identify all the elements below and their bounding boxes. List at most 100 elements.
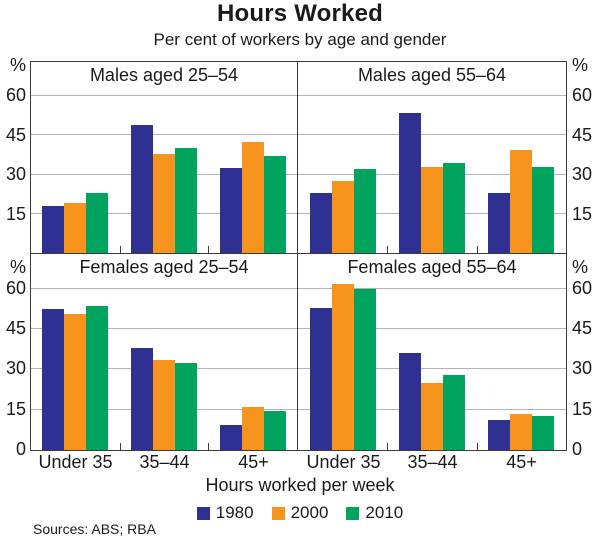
- panel-title: Males aged 25–54: [89, 65, 239, 85]
- y-tick-label: 60: [572, 85, 593, 106]
- bar-1980: [219, 424, 242, 450]
- bar-2000: [331, 283, 354, 450]
- bar-group-Under 35: [298, 254, 387, 450]
- legend-swatch: [346, 506, 360, 520]
- category-tick: [387, 246, 389, 253]
- category-tick: [208, 443, 210, 450]
- gridline-45: [298, 134, 566, 136]
- bar-group-35–44: [120, 254, 209, 450]
- bar-2000: [64, 314, 87, 450]
- category-tick: [119, 443, 121, 450]
- bar-2010: [442, 374, 465, 450]
- legend-item-2000: 2000: [271, 503, 329, 523]
- gridline-30: [298, 368, 566, 370]
- bar-2010: [86, 192, 109, 253]
- bar-2000: [510, 413, 533, 450]
- bar-1980: [488, 420, 511, 450]
- bar-2000: [153, 360, 175, 450]
- bar-2000: [420, 382, 443, 450]
- gridline-45: [31, 328, 297, 330]
- y-tick-label: 45: [572, 124, 593, 145]
- y-tick-label: %: [572, 257, 589, 277]
- bar-2010: [353, 169, 376, 253]
- bar-1980: [131, 347, 153, 450]
- y-tick-label: 30: [572, 164, 593, 185]
- y-tick-label: 45: [5, 124, 26, 145]
- bar-1980: [398, 113, 421, 253]
- bar-2010: [353, 288, 376, 450]
- y-tick-label: %: [9, 55, 26, 75]
- x-axis-title: Hours worked per week: [205, 475, 395, 495]
- legend-swatch: [271, 506, 285, 520]
- y-tick-label: 15: [5, 203, 26, 224]
- bar-2000: [241, 141, 264, 253]
- bar-2010: [263, 156, 286, 253]
- bar-group-45+: [208, 254, 297, 450]
- bar-2000: [420, 166, 443, 253]
- bar-1980: [309, 307, 332, 450]
- bar-2000: [331, 181, 354, 253]
- legend-label: 2010: [365, 503, 404, 522]
- category-tick: [476, 246, 478, 253]
- bar-1980: [309, 192, 332, 253]
- x-axis-label: 35–44: [139, 452, 190, 472]
- y-tick-label: %: [9, 257, 26, 277]
- gridline-45: [31, 134, 297, 136]
- bar-group-35–44: [387, 62, 476, 253]
- y-tick-label: 30: [5, 358, 26, 379]
- bar-group-45+: [477, 254, 566, 450]
- y-tick-label: %: [572, 55, 589, 75]
- bar-2000: [241, 407, 264, 450]
- bar-2010: [86, 306, 109, 450]
- x-axis-label: Under 35: [306, 452, 381, 472]
- bar-2010: [442, 162, 465, 253]
- legend-item-2010: 2010: [346, 503, 403, 523]
- sources-note: Sources: ABS; RBA: [33, 521, 156, 537]
- y-tick-label: 15: [572, 203, 593, 224]
- gridline-60: [31, 95, 297, 97]
- x-axis-label: 35–44: [407, 452, 458, 472]
- bar-group-45+: [208, 62, 297, 253]
- legend-label: 2000: [290, 503, 329, 522]
- category-tick: [387, 443, 389, 450]
- y-tick-label: 15: [572, 398, 593, 419]
- bar-groups: [298, 62, 566, 253]
- bar-group-35–44: [120, 62, 209, 253]
- legend-swatch: [196, 506, 210, 520]
- panel-title: Females aged 55–64: [347, 257, 517, 277]
- panel-females-55-64: Females aged 55–64: [298, 254, 566, 450]
- bar-1980: [42, 205, 65, 253]
- y-tick-label: 30: [572, 358, 593, 379]
- bar-2010: [263, 411, 286, 450]
- panel-title: Females aged 25–54: [79, 257, 249, 277]
- gridline-45: [298, 328, 566, 330]
- y-tick-label: 60: [5, 85, 26, 106]
- y-tick-label: 60: [572, 277, 593, 298]
- bar-2010: [175, 148, 197, 253]
- bar-1980: [131, 124, 153, 253]
- bar-1980: [42, 309, 65, 450]
- y-tick-label: 0: [572, 439, 583, 459]
- bar-2010: [532, 416, 555, 450]
- x-axis-label: 45+: [506, 452, 537, 472]
- bar-2000: [64, 203, 87, 253]
- bar-group-Under 35: [31, 254, 120, 450]
- panel-males-25-54: Males aged 25–54: [31, 62, 298, 254]
- category-tick: [208, 246, 210, 253]
- legend: 1980 2000 2010: [0, 503, 600, 523]
- chart-subtitle: Per cent of workers by age and gender: [153, 30, 447, 49]
- chart-title: Hours Worked: [217, 0, 383, 27]
- y-tick-label: 60: [5, 277, 26, 298]
- panel-females-25-54: Females aged 25–54: [31, 254, 298, 450]
- category-tick: [119, 246, 121, 253]
- y-tick-label: 45: [5, 318, 26, 339]
- bar-group-35–44: [387, 254, 476, 450]
- y-tick-label: 30: [5, 164, 26, 185]
- bar-2010: [175, 362, 197, 450]
- bar-group-Under 35: [31, 62, 120, 253]
- gridline-60: [298, 287, 566, 289]
- x-axis-label: 45+: [238, 452, 269, 472]
- bar-groups: [31, 254, 297, 450]
- y-tick-label: 15: [5, 398, 26, 419]
- plot-area: Males aged 25–54 Males aged 55–64 Female…: [30, 61, 567, 451]
